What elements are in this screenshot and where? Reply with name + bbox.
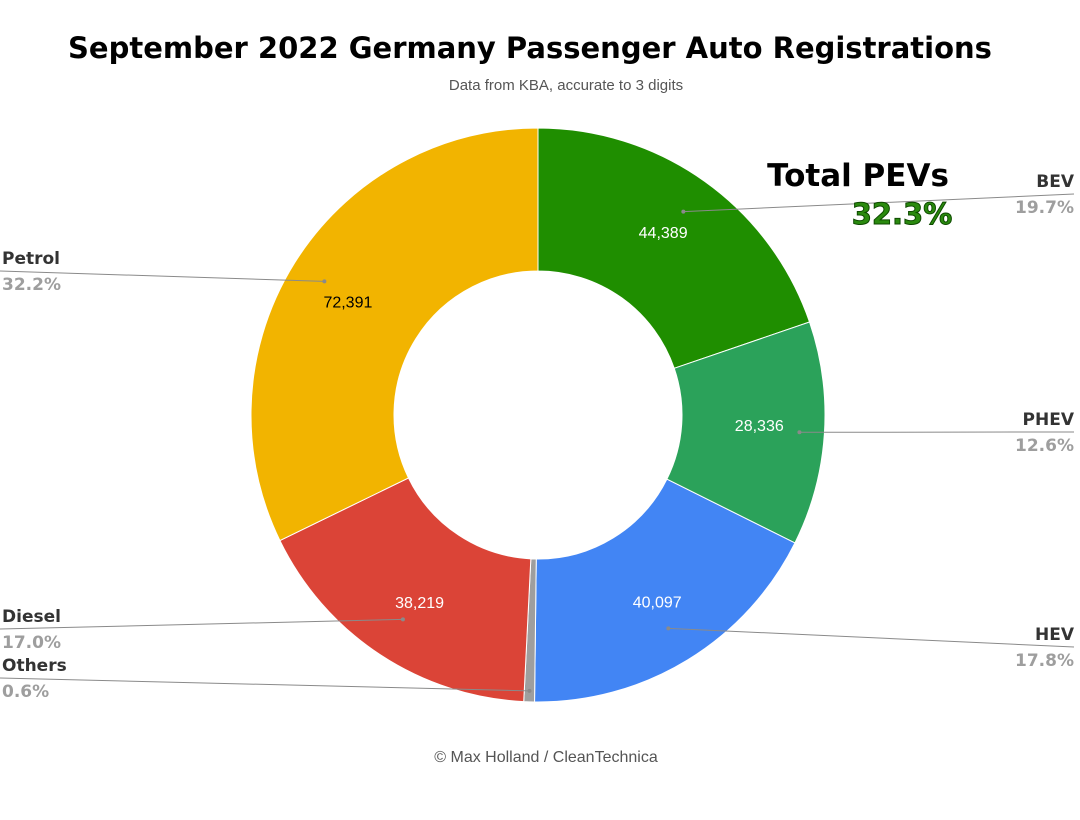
value-labels: 44,389 28,336 40,097 38,219 72,391 — [323, 225, 783, 612]
legend-labels: BEV 19.7% PHEV 12.6% HEV 17.8% Others 0.6% Diese… — [2, 172, 1075, 702]
slice-bev — [537, 127, 811, 369]
leader-lines — [0, 193, 1075, 693]
leader-dot-phev — [797, 430, 802, 435]
legend-percent-diesel: 17.0% — [2, 633, 61, 653]
legend-percent-hev: 17.8% — [1015, 651, 1074, 671]
slice-diesel — [279, 477, 532, 703]
value-label-bev: 44,389 — [639, 225, 688, 242]
legend-name-others: Others — [2, 656, 67, 676]
slice-phev — [666, 321, 826, 544]
legend-percent-others: 0.6% — [2, 682, 49, 702]
chart-title: September 2022 Germany Passenger Auto Re… — [68, 31, 992, 65]
pev-callout-title: Total PEVs — [767, 158, 949, 194]
leader-line-diesel — [0, 618, 403, 630]
leader-dot-hev — [666, 626, 671, 631]
leader-line-hev — [668, 627, 1075, 648]
legend-percent-phev: 12.6% — [1015, 436, 1074, 456]
leader-line-petrol — [0, 270, 325, 282]
slice-hev — [534, 478, 796, 703]
legend-name-petrol: Petrol — [2, 249, 60, 269]
value-label-petrol: 72,391 — [323, 294, 372, 311]
pev-callout-value: 32.3% — [852, 197, 953, 231]
chart-credit: © Max Holland / CleanTechnica — [434, 749, 658, 766]
leader-line-others — [0, 677, 530, 692]
legend-name-hev: HEV — [1035, 625, 1075, 645]
value-label-phev: 28,336 — [735, 418, 784, 435]
leader-dot-others — [527, 688, 532, 693]
donut-slices — [250, 127, 826, 703]
leader-dot-petrol — [322, 279, 327, 284]
leader-line-bev — [683, 193, 1075, 213]
value-label-hev: 40,097 — [633, 595, 682, 612]
leader-dot-bev — [681, 209, 686, 214]
legend-name-phev: PHEV — [1023, 410, 1075, 430]
legend-name-diesel: Diesel — [2, 607, 61, 627]
legend-name-bev: BEV — [1036, 172, 1075, 192]
value-label-diesel: 38,219 — [395, 595, 444, 612]
legend-percent-petrol: 32.2% — [2, 275, 61, 295]
leader-dot-diesel — [400, 617, 405, 622]
slice-petrol — [250, 127, 539, 542]
legend-percent-bev: 19.7% — [1015, 198, 1074, 218]
chart-subtitle: Data from KBA, accurate to 3 digits — [449, 77, 683, 94]
